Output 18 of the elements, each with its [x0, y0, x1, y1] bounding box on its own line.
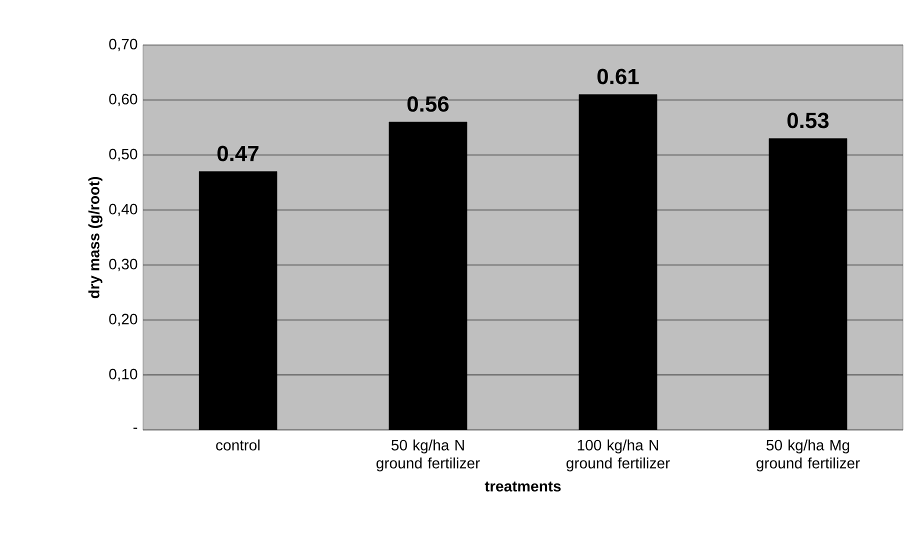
x-tick-label: 100 kg/ha N ground fertilizer: [566, 439, 670, 472]
y-tick-label: 0,40: [109, 204, 138, 216]
x-axis-title: treatments: [484, 482, 561, 492]
y-tick-label: 0,10: [109, 368, 138, 382]
data-label: 0.53: [787, 112, 829, 128]
y-tick-label: 0,50: [109, 148, 138, 162]
y-tick-label: 0,20: [109, 314, 138, 326]
y-tick-label: 0,30: [109, 258, 138, 272]
x-tick-label: 50 kg/ha Mg ground fertilizer: [756, 439, 860, 472]
y-tick-label: 0,60: [109, 94, 138, 106]
data-label: 0.47: [217, 146, 258, 162]
data-label: 0.61: [597, 68, 639, 84]
x-tick-label: 50 kg/ha N ground fertilizer: [376, 439, 480, 472]
y-tick-label: 0,70: [109, 38, 138, 52]
y-axis-title: dry mass (g/root): [88, 176, 102, 298]
x-tick-label: control: [216, 439, 260, 450]
y-tick-label: -: [133, 428, 138, 429]
data-label: 0.56: [407, 96, 449, 112]
